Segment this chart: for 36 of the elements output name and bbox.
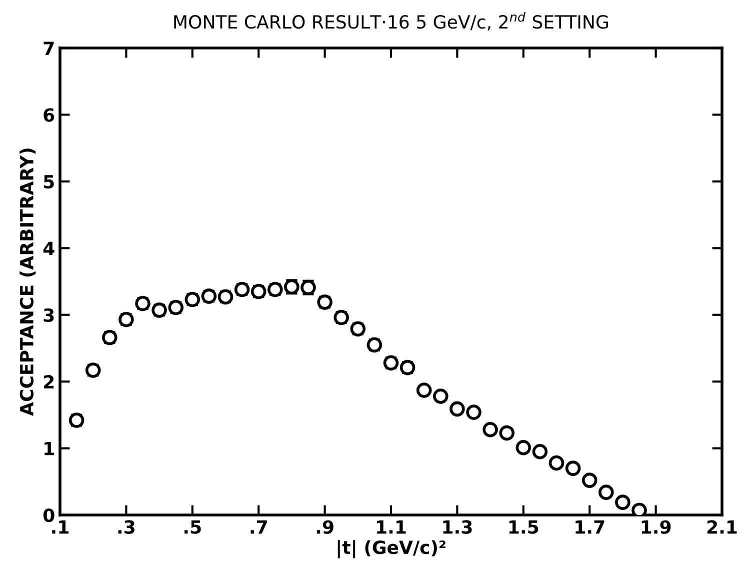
- x-tick-label: .5: [184, 520, 201, 534]
- y-tick-label: 1: [44, 442, 54, 456]
- y-tick-label: 2: [44, 375, 54, 388]
- point: [615, 494, 630, 510]
- point: [548, 455, 564, 471]
- point: [499, 425, 514, 441]
- y-tick-label: 3: [44, 308, 54, 322]
- x-tick-label: 1.5: [509, 520, 538, 534]
- point: [466, 404, 482, 420]
- y-tick-label: 4: [43, 242, 54, 256]
- point: [532, 444, 548, 460]
- x-tick-label: 2.1: [707, 520, 737, 534]
- x-tick-label: .9: [316, 520, 334, 534]
- point: [598, 484, 614, 500]
- y-tick-label: 7: [44, 42, 54, 55]
- point: [102, 330, 118, 346]
- x-tick-label: .3: [118, 520, 134, 534]
- x-tick-label: 1.3: [443, 520, 472, 534]
- point: [582, 472, 598, 488]
- y-tick-label: 5: [44, 175, 54, 189]
- point: [516, 440, 532, 456]
- x-tick-label: 1.9: [642, 520, 671, 534]
- x-axis-title: |t| (GeV/c)²: [338, 540, 446, 558]
- chart-title: MONTE CARLO RESULT·16 5 GeV/c, 2$^{nd}$ SETTING: [174, 12, 608, 31]
- y-axis-title: ACCEPTANCE (ARBITRARY): [20, 148, 36, 416]
- point: [450, 401, 465, 417]
- y-tick-label: 0: [43, 508, 54, 522]
- point: [565, 460, 581, 476]
- point: [482, 422, 498, 438]
- point: [416, 382, 432, 398]
- point: [433, 388, 448, 404]
- y-tick-label: 6: [44, 108, 54, 122]
- x-tick-label: 1.7: [576, 520, 604, 534]
- x-tick-label: .1: [52, 520, 68, 534]
- x-tick-label: .7: [250, 520, 267, 534]
- x-tick-label: 1.1: [377, 520, 406, 534]
